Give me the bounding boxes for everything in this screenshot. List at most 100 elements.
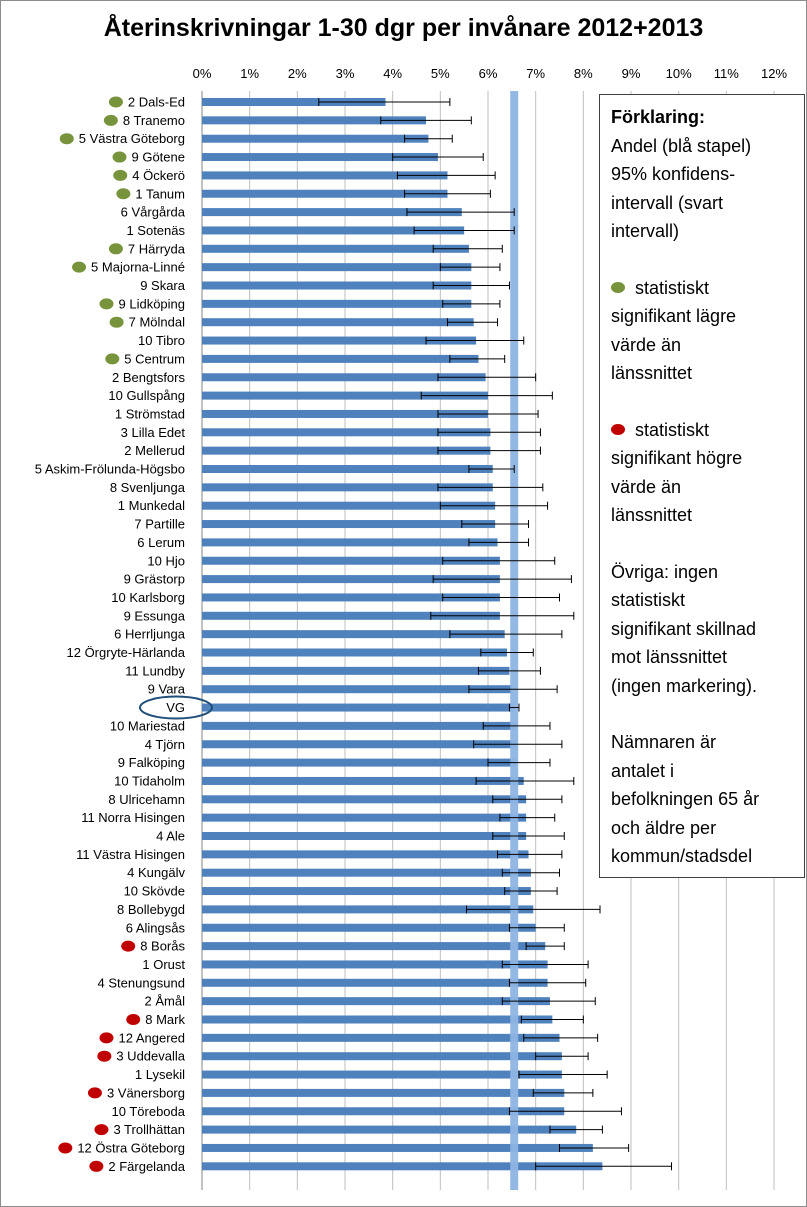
bar — [202, 263, 472, 272]
significance-marker-lower — [116, 188, 131, 200]
category-label: 1 Sotenäs — [126, 223, 185, 238]
significance-marker-lower — [72, 261, 87, 273]
bar — [202, 685, 512, 694]
category-label: 9 Vara — [148, 682, 186, 697]
significance-marker-lower — [99, 298, 114, 310]
bar — [202, 923, 536, 932]
bar — [202, 483, 493, 492]
category-label: 5 Västra Göteborg — [79, 131, 185, 146]
bar — [202, 942, 546, 951]
legend-other-line: statistiskt — [611, 590, 686, 610]
x-tick-label: 6% — [479, 66, 498, 81]
bar — [202, 373, 486, 382]
x-tick-label: 11% — [714, 66, 739, 81]
category-label: 6 Vårgårda — [121, 205, 186, 220]
bar — [202, 1052, 562, 1061]
bar — [202, 409, 488, 418]
category-label: 1 Munkedal — [118, 498, 185, 513]
bar — [202, 721, 517, 730]
category-label: 1 Lysekil — [135, 1067, 185, 1082]
category-label: 8 Bollebygd — [117, 902, 185, 917]
x-tick-label: 3% — [336, 66, 355, 81]
bar — [202, 1143, 593, 1152]
bar — [202, 336, 477, 345]
legend-other-line: Övriga: ingen — [611, 561, 719, 582]
bar — [202, 391, 488, 400]
significance-marker-higher — [121, 940, 136, 952]
significance-marker-lower — [113, 169, 128, 181]
significance-marker-lower — [105, 353, 120, 365]
category-label: 6 Alingsås — [126, 920, 186, 935]
legend-green-line: värde än — [611, 334, 682, 355]
bar — [202, 795, 527, 804]
category-label: 5 Majorna-Linné — [91, 260, 185, 275]
bar — [202, 1070, 562, 1079]
legend-red-line: signifikant högre — [611, 448, 743, 468]
category-label: 1 Orust — [142, 957, 185, 972]
category-label: 9 Essunga — [124, 608, 186, 623]
significance-marker-higher — [94, 1124, 109, 1136]
legend-green-line: statistiskt — [635, 277, 710, 298]
category-label: 8 Borås — [140, 939, 185, 954]
bar — [202, 887, 531, 896]
category-label: 9 Grästorp — [124, 572, 185, 587]
category-label: 5 Centrum — [124, 351, 185, 366]
significance-marker-lower — [109, 316, 124, 328]
bar — [202, 850, 529, 859]
bar — [202, 244, 469, 253]
bar — [202, 1107, 565, 1116]
legend-denominator-line: Nämnaren är — [611, 732, 717, 752]
category-label: 4 Ale — [156, 829, 185, 844]
bar — [202, 171, 448, 180]
category-label: VG — [166, 700, 185, 715]
category-label: 8 Ulricehamn — [108, 792, 185, 807]
legend-red-line: länssnittet — [611, 505, 693, 525]
legend-green-entry: statistiskt — [611, 274, 794, 303]
category-label: 12 Örgryte-Härlanda — [67, 645, 186, 660]
bar — [202, 776, 524, 785]
vg-highlight-ellipse — [139, 695, 213, 720]
bar — [202, 1162, 603, 1171]
bar — [202, 813, 527, 822]
bar — [202, 1015, 553, 1024]
bar — [202, 630, 505, 639]
category-label: 10 Töreboda — [112, 1104, 186, 1119]
category-label: 3 Trollhättan — [113, 1122, 185, 1137]
x-tick-label: 1% — [240, 66, 259, 81]
bar — [202, 1088, 565, 1097]
reference-line — [510, 91, 519, 1190]
chart-title: Återinskrivningar 1-30 dgr per invånare … — [103, 14, 704, 42]
bar — [202, 740, 517, 749]
category-label: 4 Stenungsund — [98, 975, 185, 990]
significance-marker-lower — [108, 96, 123, 108]
bar — [202, 153, 438, 162]
bar — [202, 575, 500, 584]
bar — [202, 666, 510, 675]
legend-green-line: länssnittet — [611, 363, 693, 383]
bar — [202, 318, 474, 327]
significance-marker-higher — [89, 1160, 104, 1172]
category-label: 10 Karlsborg — [111, 590, 185, 605]
bar — [202, 299, 472, 308]
significance-marker-lower — [108, 243, 123, 255]
category-label: 2 Färgelanda — [108, 1159, 185, 1174]
legend-other-line: signifikant skillnad — [611, 618, 757, 639]
category-label: 8 Svenljunga — [110, 480, 186, 495]
category-label: 2 Åmål — [145, 994, 186, 1009]
significance-marker-higher — [58, 1142, 73, 1154]
category-label: 10 Tibro — [138, 333, 185, 348]
category-label: 10 Tidaholm — [114, 773, 185, 788]
category-label: 7 Härryda — [128, 241, 186, 256]
legend-other-line: mot länssnittet — [611, 647, 728, 667]
legend-box: Förklaring: Andel (blå stapel) 95% konfi… — [599, 94, 805, 878]
legend-intro-line: 95% konfidens- — [611, 164, 736, 184]
bar — [202, 997, 550, 1006]
bar — [202, 520, 496, 529]
legend-intro-line: intervall) — [611, 221, 680, 241]
bar — [202, 226, 465, 235]
category-label: 10 Gullspång — [108, 388, 185, 403]
significance-marker-higher — [87, 1087, 102, 1099]
category-label: 8 Mark — [145, 1012, 185, 1027]
x-tick-label: 12% — [761, 66, 787, 81]
